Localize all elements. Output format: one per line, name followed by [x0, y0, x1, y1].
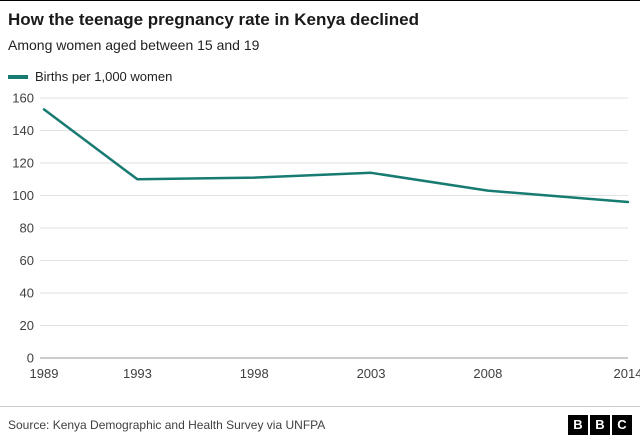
y-tick-label: 120	[12, 156, 34, 171]
page-title: How the teenage pregnancy rate in Kenya …	[8, 10, 419, 29]
bbc-logo: B B C	[568, 414, 632, 435]
y-tick-label: 80	[20, 221, 34, 236]
x-tick-label: 1998	[240, 366, 269, 381]
x-tick-label: 1989	[30, 366, 59, 381]
data-line-births-per-1000-women	[42, 108, 630, 204]
source-attribution: Source: Kenya Demographic and Health Sur…	[8, 417, 326, 432]
y-tick-label: 60	[20, 253, 34, 268]
legend-line-swatch	[8, 74, 28, 79]
x-tick-label: 2014	[614, 366, 640, 381]
y-tick-label: 140	[12, 123, 34, 138]
y-tick-label: 40	[20, 286, 34, 301]
page-subtitle: Among women aged between 15 and 19	[8, 37, 260, 54]
y-tick-label: 20	[20, 318, 34, 333]
y-tick-label: 160	[12, 91, 34, 106]
bbc-logo-block-c: C	[612, 414, 632, 435]
x-tick-label: 1993	[123, 366, 152, 381]
footer: Source: Kenya Demographic and Health Sur…	[0, 406, 640, 442]
x-tick-label: 2003	[357, 366, 386, 381]
bbc-logo-block-b2: B	[590, 414, 610, 435]
y-tick-label: 0	[27, 351, 34, 366]
legend-label: Births per 1,000 women	[35, 69, 173, 85]
bbc-logo-block-b1: B	[568, 414, 588, 435]
x-tick-label: 2008	[473, 366, 502, 381]
line-chart-svg: 0 20 40 60 80 100 120 140 160 1989 1993 1998 2003 200…	[12, 91, 640, 382]
y-tick-label: 100	[12, 188, 34, 203]
legend: Births per 1,000 women	[8, 69, 630, 84]
